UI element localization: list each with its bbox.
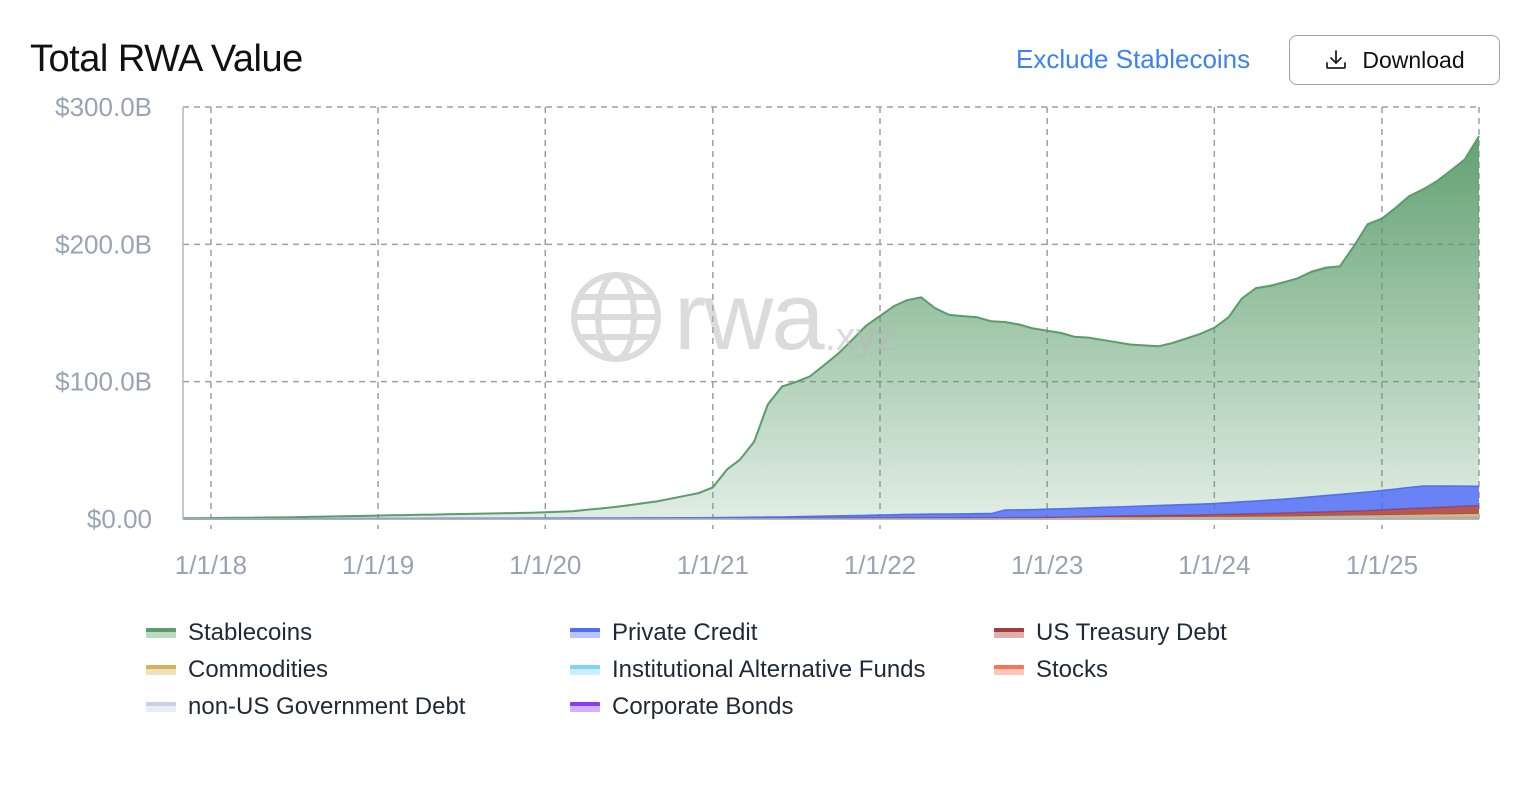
y-tick-label: $100.0B xyxy=(55,367,152,397)
exclude-stablecoins-link[interactable]: Exclude Stablecoins xyxy=(1016,44,1251,74)
legend-label: Institutional Alternative Funds xyxy=(612,656,926,683)
legend-item-private-credit[interactable]: Private Credit xyxy=(570,619,994,646)
x-tick-label: 1/1/25 xyxy=(1346,550,1418,580)
chart-title: Total RWA Value xyxy=(30,38,303,80)
legend-label: Commodities xyxy=(188,656,329,683)
legend-label: US Treasury Debt xyxy=(1036,619,1227,646)
legend-item-stocks[interactable]: Stocks xyxy=(994,656,1294,683)
x-tick-label: 1/1/24 xyxy=(1178,550,1250,580)
download-button[interactable]: Download xyxy=(1289,35,1500,85)
legend-swatch xyxy=(146,702,176,712)
area-chart: $0.00 $100.0B $200.0B $300.0B 1/1/18 1/1/19 1/… xyxy=(55,92,1480,580)
x-tick-label: 1/1/20 xyxy=(509,550,581,580)
legend-swatch xyxy=(570,702,600,712)
line-stablecoins xyxy=(182,135,1480,520)
x-tick-label: 1/1/23 xyxy=(1011,550,1083,580)
legend-swatch xyxy=(994,628,1024,638)
x-tick-label: 1/1/21 xyxy=(677,550,749,580)
download-icon xyxy=(1326,50,1347,69)
download-label: Download xyxy=(1362,46,1465,73)
legend-label: Corporate Bonds xyxy=(612,693,794,720)
x-tick-label: 1/1/18 xyxy=(175,550,247,580)
legend-label: non-US Government Debt xyxy=(188,693,466,720)
legend-item-institutional-alternative-funds[interactable]: Institutional Alternative Funds xyxy=(570,656,994,683)
area-stablecoins xyxy=(183,136,1479,519)
chart-canvas: $0.00 $100.0B $200.0B $300.0B 1/1/18 1/1/19 1/… xyxy=(55,92,1480,580)
legend-item-stablecoins[interactable]: Stablecoins xyxy=(146,619,570,646)
axes: $0.00 $100.0B $200.0B $300.0B 1/1/18 1/1/19 1/… xyxy=(55,92,1479,580)
legend-item-corporate-bonds[interactable]: Corporate Bonds xyxy=(570,693,994,720)
legend-item-commodities[interactable]: Commodities xyxy=(146,656,570,683)
legend-swatch xyxy=(570,665,600,675)
legend-swatch xyxy=(146,628,176,638)
legend-label: Stocks xyxy=(1036,656,1109,683)
chart-legend: Stablecoins Private Credit US Treasury Deb… xyxy=(146,619,1346,720)
legend-item-non-us-government-debt[interactable]: non-US Government Debt xyxy=(146,693,570,720)
legend-label: Stablecoins xyxy=(188,619,313,646)
y-tick-label: $200.0B xyxy=(55,229,152,259)
x-tick-label: 1/1/22 xyxy=(844,550,916,580)
y-tick-label: $0.00 xyxy=(87,504,152,534)
legend-swatch xyxy=(570,628,600,638)
x-tick-label: 1/1/19 xyxy=(342,550,414,580)
legend-swatch xyxy=(994,665,1024,675)
area-private-credit xyxy=(183,486,1479,519)
legend-item-us-treasury-debt[interactable]: US Treasury Debt xyxy=(994,619,1294,646)
y-tick-label: $300.0B xyxy=(55,92,152,122)
legend-label: Private Credit xyxy=(612,619,758,646)
legend-swatch xyxy=(146,665,176,675)
